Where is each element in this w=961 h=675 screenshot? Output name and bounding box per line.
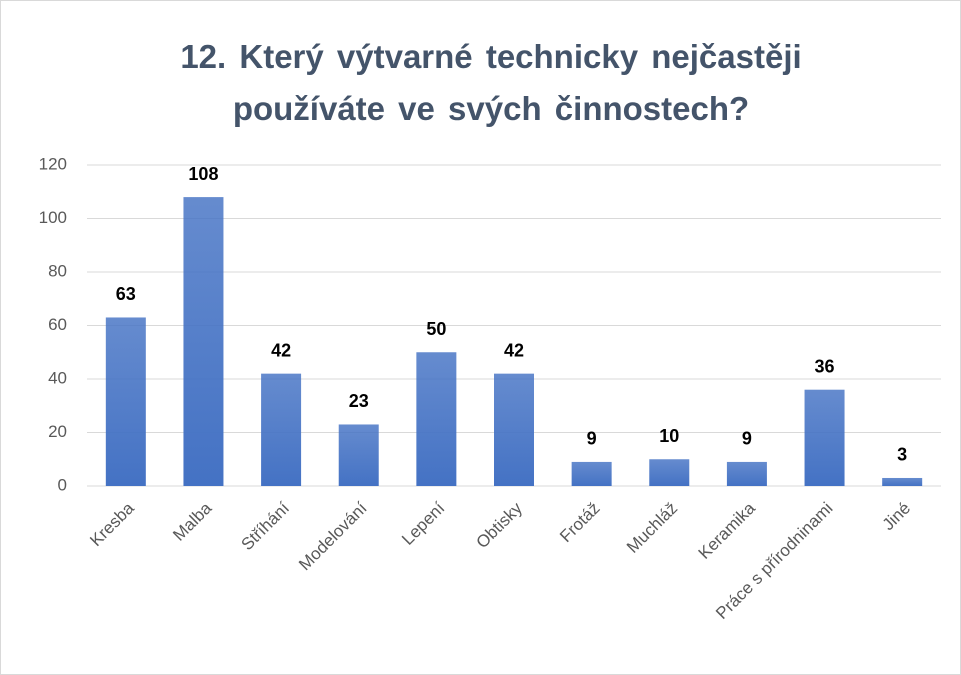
y-tick-label: 100 <box>39 208 67 227</box>
value-label: 50 <box>426 319 446 339</box>
x-tick-label: Malba <box>169 498 216 545</box>
bar <box>649 459 690 486</box>
value-label: 9 <box>587 429 597 449</box>
value-label: 23 <box>349 391 369 411</box>
x-tick-label: Modelování <box>295 498 371 574</box>
value-label: 10 <box>659 426 679 446</box>
bar <box>105 317 146 486</box>
x-tick-label: Lepení <box>398 498 448 548</box>
x-tick-label: Keramika <box>695 498 760 563</box>
x-tick-label: Frotáž <box>556 499 604 547</box>
y-tick-label: 80 <box>48 261 67 280</box>
y-tick-label: 0 <box>58 475 67 494</box>
y-tick-label: 60 <box>48 315 67 334</box>
bar <box>804 389 845 486</box>
x-tick-label: Stříhání <box>238 498 294 554</box>
bar <box>338 424 379 486</box>
bar <box>183 197 224 486</box>
value-label: 42 <box>504 340 524 360</box>
bar <box>726 461 767 486</box>
y-tick-label: 20 <box>48 422 67 441</box>
value-label: 63 <box>116 284 136 304</box>
x-tick-label: Jiné <box>879 499 914 534</box>
bar <box>416 352 457 486</box>
value-label: 42 <box>271 340 291 360</box>
x-tick-label: Kresba <box>86 498 138 550</box>
y-tick-label: 40 <box>48 368 67 387</box>
chart-title: 12. Který výtvarné technicky nejčastěji … <box>180 38 802 127</box>
bar <box>494 373 534 486</box>
bar <box>882 477 923 486</box>
value-label: 108 <box>188 164 218 184</box>
x-tick-label: Muchláž <box>623 499 681 557</box>
value-label: 3 <box>897 445 907 465</box>
bar <box>571 461 612 486</box>
bar <box>261 373 302 486</box>
x-tick-label: Obtisky <box>472 498 526 552</box>
value-label: 36 <box>815 356 835 376</box>
value-label: 9 <box>742 429 752 449</box>
y-tick-label: 120 <box>39 154 67 173</box>
